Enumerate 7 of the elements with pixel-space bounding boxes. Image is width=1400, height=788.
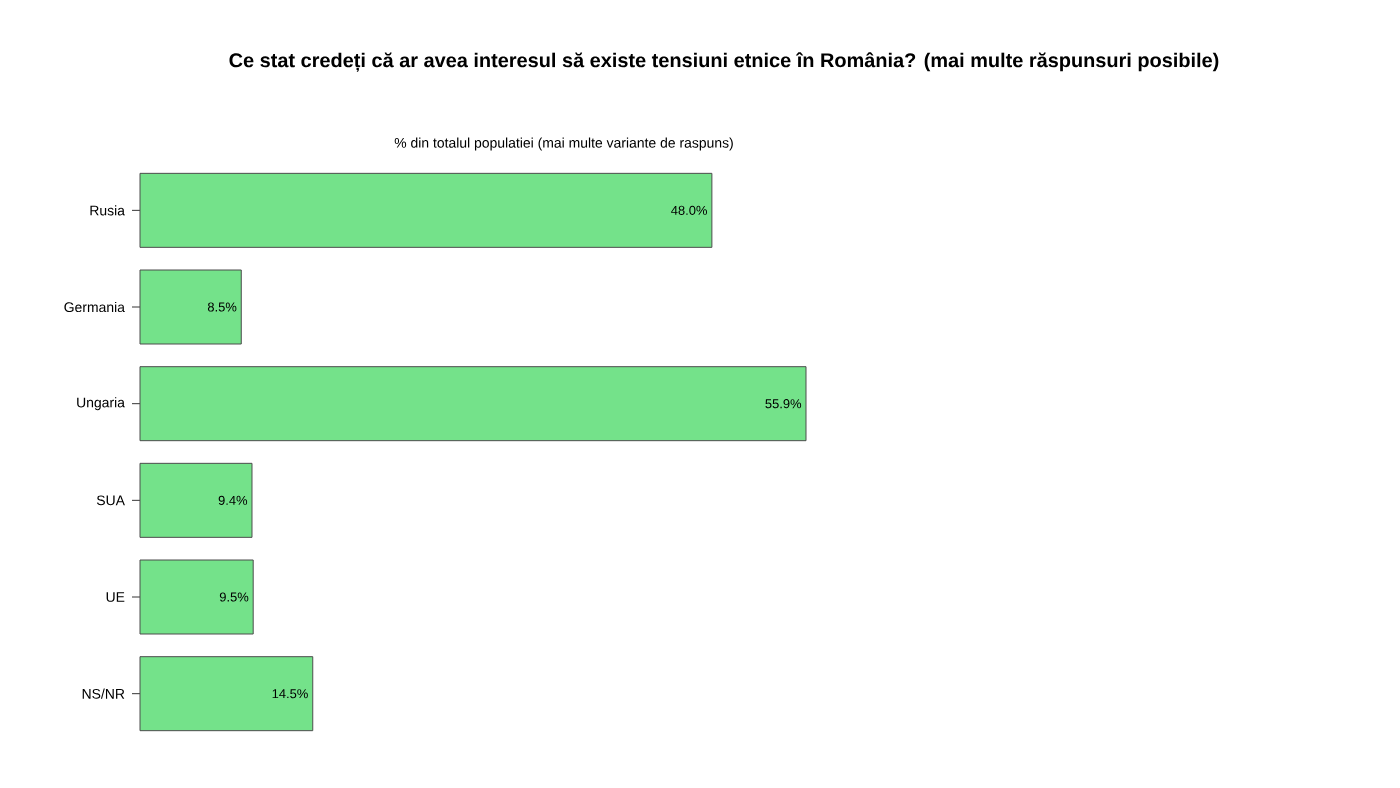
bar xyxy=(139,366,807,442)
bar xyxy=(139,462,253,538)
bar xyxy=(139,559,254,635)
bar xyxy=(139,656,314,732)
bar xyxy=(139,269,242,345)
bar xyxy=(139,172,713,248)
chart-title: Ce stat credeți că ar avea interesul să existe tensiuni etnice în România? (mai multe răspunsuri posibile) xyxy=(229,52,1219,72)
